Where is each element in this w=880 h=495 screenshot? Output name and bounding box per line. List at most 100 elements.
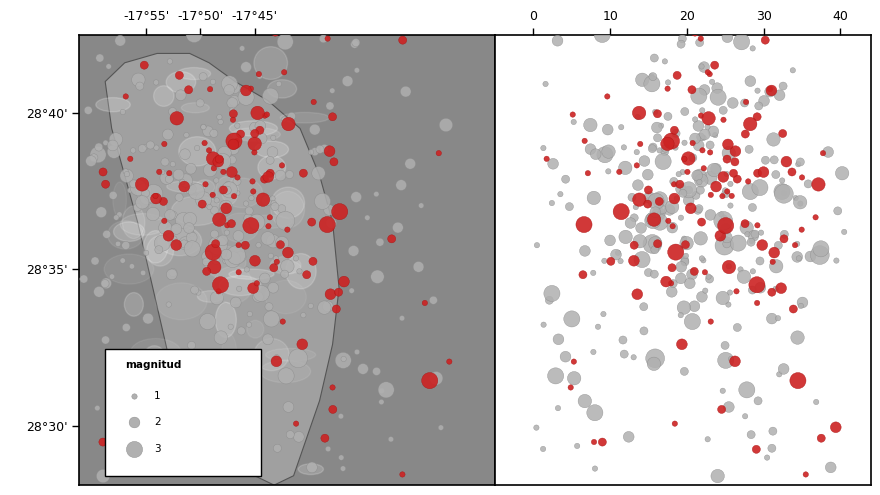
Point <box>229 298 243 306</box>
Point <box>776 82 790 90</box>
Point <box>649 208 663 216</box>
Point <box>48 233 62 241</box>
Ellipse shape <box>205 247 246 279</box>
Point <box>197 139 211 147</box>
Point <box>262 303 276 311</box>
Point <box>253 122 268 130</box>
Point <box>660 140 674 148</box>
Point <box>315 198 329 205</box>
Point <box>707 166 721 174</box>
Point <box>244 222 258 230</box>
Point <box>318 303 332 311</box>
Point <box>627 241 642 249</box>
Point <box>720 240 734 248</box>
Point <box>566 110 580 118</box>
Ellipse shape <box>208 445 241 472</box>
Point <box>703 141 717 149</box>
Point <box>220 229 234 237</box>
Point <box>167 235 181 243</box>
Point <box>602 148 616 155</box>
Ellipse shape <box>172 196 223 225</box>
Point <box>260 197 274 204</box>
Point <box>708 61 722 69</box>
Ellipse shape <box>213 266 253 303</box>
Point <box>700 435 715 443</box>
Point <box>269 353 283 361</box>
Point <box>711 472 725 480</box>
Point <box>650 110 664 118</box>
Point <box>99 230 114 238</box>
Point <box>227 97 241 105</box>
Point <box>375 387 389 395</box>
Point <box>295 341 309 348</box>
Point <box>394 181 408 189</box>
Ellipse shape <box>161 422 190 446</box>
Point <box>422 377 436 385</box>
Point <box>252 241 266 249</box>
Point <box>670 195 684 202</box>
Point <box>234 327 248 335</box>
Point <box>266 284 280 292</box>
Point <box>159 174 173 182</box>
Point <box>196 123 210 131</box>
Point <box>746 232 760 240</box>
Ellipse shape <box>192 441 221 466</box>
Point <box>642 193 656 201</box>
Point <box>737 99 752 107</box>
Point <box>717 242 731 249</box>
Point <box>216 237 230 245</box>
Point <box>155 168 169 176</box>
Point <box>120 170 134 178</box>
Point <box>162 175 176 183</box>
Point <box>88 257 102 265</box>
Ellipse shape <box>166 72 195 93</box>
Point <box>232 285 246 293</box>
Ellipse shape <box>298 464 324 475</box>
Point <box>786 66 800 74</box>
Point <box>209 197 224 204</box>
Point <box>128 392 142 400</box>
Point <box>666 280 680 288</box>
Point <box>152 168 166 176</box>
Point <box>715 294 730 302</box>
Ellipse shape <box>154 86 174 106</box>
Ellipse shape <box>166 181 205 192</box>
Point <box>292 267 306 275</box>
Point <box>698 86 712 94</box>
Point <box>598 151 612 159</box>
Point <box>99 279 114 287</box>
Point <box>216 157 230 165</box>
Point <box>49 237 63 245</box>
Point <box>261 222 275 230</box>
Point <box>185 342 199 349</box>
Point <box>653 211 667 219</box>
Point <box>106 192 121 199</box>
Point <box>686 139 700 147</box>
Point <box>348 39 363 47</box>
Point <box>688 115 702 123</box>
Point <box>149 79 163 87</box>
Point <box>648 354 662 362</box>
Point <box>258 274 272 282</box>
Point <box>752 102 766 110</box>
Point <box>831 207 845 215</box>
Point <box>635 76 649 84</box>
Point <box>264 252 278 260</box>
Point <box>269 254 283 262</box>
Point <box>787 305 801 313</box>
Point <box>99 336 113 344</box>
Ellipse shape <box>141 407 179 417</box>
Point <box>720 188 734 196</box>
Point <box>769 171 783 179</box>
Point <box>195 200 209 208</box>
Point <box>646 217 660 225</box>
Point <box>670 71 684 79</box>
Point <box>165 107 180 115</box>
Point <box>139 249 153 257</box>
Point <box>187 360 202 368</box>
Ellipse shape <box>114 222 144 242</box>
Point <box>567 374 581 382</box>
Point <box>138 144 152 151</box>
Point <box>179 239 193 247</box>
Point <box>281 248 295 256</box>
